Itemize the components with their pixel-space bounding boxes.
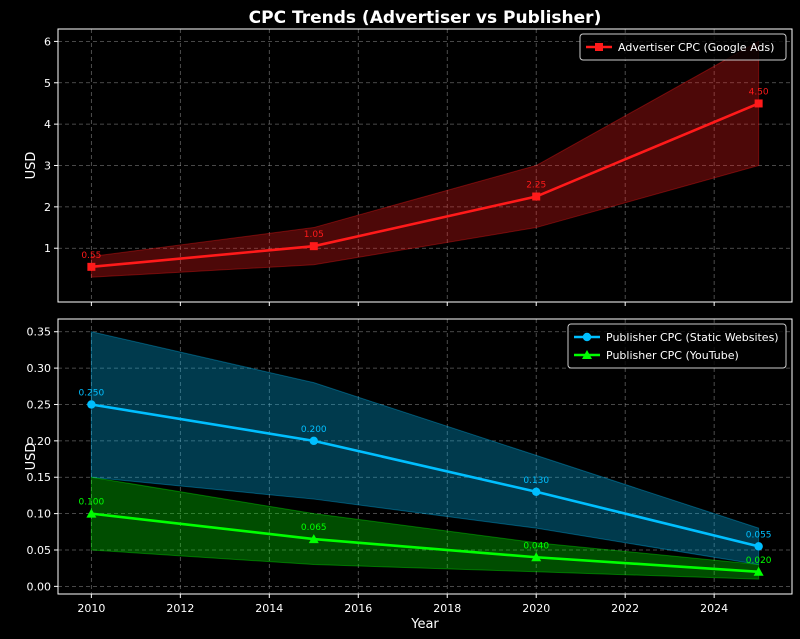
y-tick-label: 0.35 <box>27 326 52 339</box>
y-tick-label: 2 <box>44 201 51 214</box>
point-label: 0.065 <box>301 523 327 533</box>
point-label: 4.50 <box>749 87 769 97</box>
point-label: 0.020 <box>746 556 772 566</box>
data-point <box>754 542 763 551</box>
x-tick-label: 2020 <box>522 602 550 615</box>
point-label: 0.100 <box>78 498 104 508</box>
legend-marker <box>595 43 603 51</box>
data-point <box>87 400 96 409</box>
y-axis-label: USD <box>24 443 39 471</box>
point-label: 0.55 <box>81 251 101 261</box>
legend-entry: Advertiser CPC (Google Ads) <box>618 41 774 54</box>
data-point <box>754 99 763 108</box>
x-tick-label: 2022 <box>611 602 639 615</box>
x-tick-label: 2018 <box>433 602 461 615</box>
publisher-cpc-chart: 0.250 0.200 0.130 0.055 0.100 0.065 0.040 0.020… <box>24 318 793 615</box>
series-line <box>91 102 760 269</box>
advertiser-cpc-chart: 0.55 1.05 2.25 4.50 1 2 3 4 5 6 USD Advertiser CPC … <box>24 28 793 306</box>
point-label: 0.200 <box>301 425 327 435</box>
point-label: 2.25 <box>526 181 546 191</box>
figure-title: CPC Trends (Advertiser vs Publisher) <box>249 8 602 28</box>
legend-entry: Publisher CPC (Static Websites) <box>606 331 779 344</box>
y-tick-label: 0.05 <box>27 544 52 557</box>
legend: Publisher CPC (Static Websites) Publisher… <box>567 323 787 369</box>
legend-box <box>579 33 787 61</box>
data-point <box>532 487 541 496</box>
point-label: 0.130 <box>523 476 549 486</box>
x-tick-label: 2016 <box>344 602 372 615</box>
data-point <box>309 242 318 251</box>
x-tick-label: 2012 <box>166 602 194 615</box>
data-point <box>309 436 318 446</box>
point-label: 0.250 <box>78 388 104 398</box>
x-tick-label: 2014 <box>255 602 283 615</box>
y-tick-label: 5 <box>44 77 51 90</box>
y-tick-label: 3 <box>44 160 51 173</box>
series-line <box>91 403 759 548</box>
legend-marker <box>582 332 592 342</box>
point-label: 0.040 <box>523 541 549 551</box>
y-tick-label: 0.15 <box>27 471 52 484</box>
point-label: 0.055 <box>746 530 772 540</box>
data-point <box>86 508 97 518</box>
legend-box <box>567 323 787 369</box>
y-tick-label: 0.25 <box>27 398 52 411</box>
y-tick-label: 0.30 <box>27 362 52 375</box>
y-tick-label: 6 <box>44 35 51 48</box>
band-area <box>90 476 760 580</box>
data-point <box>308 534 319 544</box>
y-tick-label: 1 <box>44 242 51 255</box>
x-tick-label: 2024 <box>700 602 728 615</box>
legend: Advertiser CPC (Google Ads) <box>579 33 787 61</box>
data-point <box>87 262 96 271</box>
data-point <box>753 566 764 576</box>
axes-frame <box>57 318 793 595</box>
data-point <box>532 192 541 201</box>
series-line <box>91 512 759 574</box>
point-label: 1.05 <box>304 230 324 240</box>
y-tick-label: 4 <box>44 118 51 131</box>
y-tick-label: 0.00 <box>27 580 52 593</box>
y-axis-label: USD <box>24 152 39 180</box>
y-tick-label: 0.10 <box>27 508 52 521</box>
y-tick-label: 0.20 <box>27 435 52 448</box>
x-tick-label: 2010 <box>77 602 105 615</box>
legend-entry: Publisher CPC (YouTube) <box>606 349 739 362</box>
data-point <box>531 552 542 562</box>
legend-marker <box>582 350 592 359</box>
x-axis-label: Year <box>410 617 439 632</box>
